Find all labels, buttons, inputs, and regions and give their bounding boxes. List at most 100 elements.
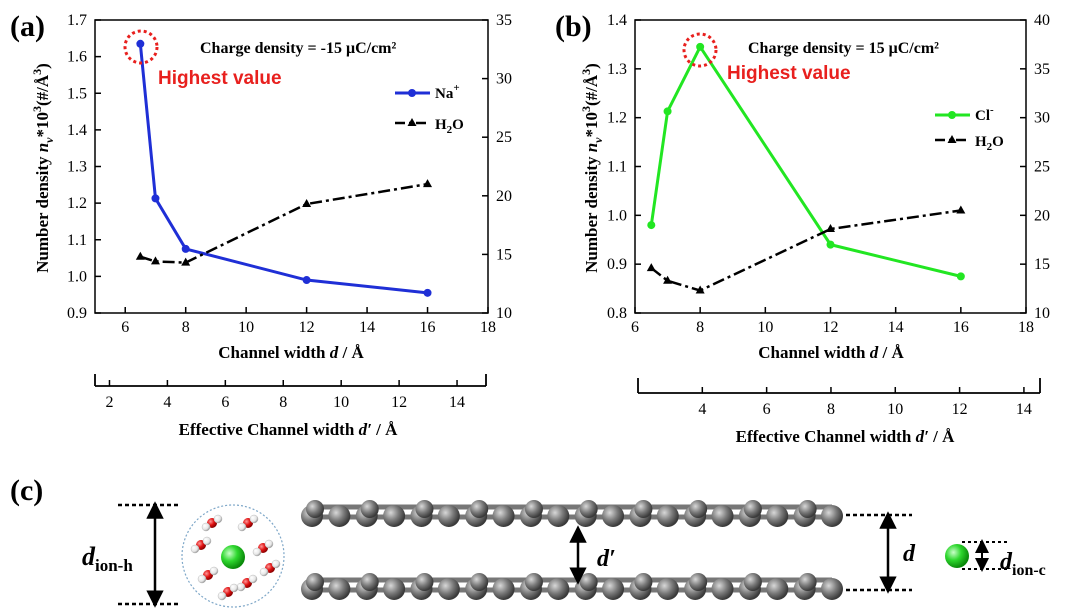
y2-tick-label: 10 [1034, 305, 1050, 322]
hydrogen-atom [213, 514, 223, 524]
carbon-atom [579, 573, 598, 591]
panel-label-a: (a) [10, 10, 45, 43]
effective-tick-label: 6 [221, 394, 229, 411]
panel-label-c: (c) [10, 474, 43, 507]
chart-a: (a) 6 8 10 12 14 16 18 0.9 1.0 1.1 1.2 1.3 1.4 1.5 1.… [10, 10, 512, 439]
x-axis-title-b: Channel width d / Å [758, 343, 904, 362]
x-tick-label: 14 [888, 319, 904, 336]
effective-tick-label: 8 [827, 401, 835, 418]
charge-density-label-b: Charge density = 15 μC/cm² [748, 40, 939, 57]
graphene-sheet-top [301, 500, 843, 527]
carbon-atom [415, 573, 434, 591]
y-tick-label: 1.6 [67, 49, 87, 66]
data-point-ion [956, 272, 965, 281]
carbon-atom [470, 500, 489, 518]
data-point-h2o [956, 205, 966, 214]
legend-marker-h2o-a [407, 118, 417, 126]
effective-tick-label: 4 [163, 394, 171, 411]
highlight-circle-a [123, 29, 159, 65]
effective-width-title-a: Effective Channel width d′ / Å [179, 420, 398, 439]
y-tick-label: 1.1 [67, 232, 87, 249]
water-molecules [190, 514, 281, 601]
highest-value-label-a: Highest value [158, 68, 282, 89]
carbon-atom [547, 505, 570, 527]
data-point-h2o [302, 199, 312, 208]
x-axis-title-a: Channel width d / Å [218, 343, 364, 362]
d-prime-label: d′ [597, 546, 616, 572]
x-ticks-b: 6 8 10 12 14 16 18 [631, 307, 1034, 336]
carbon-atom [602, 578, 625, 600]
hydrogen-atom [252, 547, 262, 557]
y2-tick-label: 20 [496, 188, 512, 205]
carbon-atom [306, 500, 324, 518]
legend-marker-na [408, 89, 416, 97]
x-tick-label: 18 [1018, 319, 1034, 336]
carbon-atom [547, 578, 570, 600]
y2-tick-label: 10 [496, 305, 512, 322]
y2-tick-label: 30 [496, 71, 512, 88]
y-tick-label: 1.3 [67, 159, 87, 176]
carbon-atom [798, 573, 817, 591]
carbon-atom [328, 505, 351, 527]
legend-label-h2o-a: H2O [435, 117, 464, 136]
carbon-atom [360, 500, 379, 518]
data-point-h2o [135, 251, 145, 260]
x-tick-label: 14 [359, 319, 375, 336]
legend-label-h2o-b: H2O [975, 134, 1004, 153]
highlight-circle-b [682, 32, 718, 68]
carbon-atom [492, 505, 515, 527]
x-tick-label: 6 [631, 319, 639, 336]
x-tick-label: 18 [480, 319, 496, 336]
y-tick-label: 1.7 [67, 12, 87, 29]
graphene-sheet-bottom [301, 573, 843, 600]
y-tick-label: 1.3 [607, 61, 627, 78]
y2-tick-label: 20 [1034, 207, 1050, 224]
y-axis-title-b: Number density nv*103(#/Å3) [579, 63, 605, 273]
carbon-atom [766, 578, 789, 600]
carbon-atom [602, 505, 625, 527]
carbon-atom [328, 578, 351, 600]
y2-tick-label: 35 [496, 12, 512, 29]
effective-tick-label: 4 [698, 401, 706, 418]
carbon-atom [634, 500, 653, 518]
y2-ticks-a: 10 15 20 25 30 35 [482, 12, 512, 322]
y2-tick-label: 35 [1034, 61, 1050, 78]
carbon-atom [711, 505, 734, 527]
data-point-ion [826, 240, 835, 249]
y-tick-label: 1.0 [67, 268, 87, 285]
chart-b: (b) 6 8 10 12 14 16 18 0.8 0.9 1.0 1.1 1.2 1.3 1.4 1… [555, 10, 1050, 446]
hydrated-ion [181, 504, 285, 608]
ion-c-label: dion-c [1000, 549, 1046, 579]
y-tick-label: 0.9 [607, 256, 627, 273]
data-point-ion [663, 107, 672, 116]
y-tick-label: 1.0 [607, 207, 627, 224]
hydrogen-atom [190, 544, 200, 554]
hydrogen-atom [209, 566, 219, 576]
hydrogen-atom [202, 536, 212, 546]
hydrogen-atom [236, 582, 246, 592]
effective-width-axis-a: 2 4 6 8 10 12 14 [94, 374, 487, 411]
y-ticks-a: 0.9 1.0 1.1 1.2 1.3 1.4 1.5 1.6 1.7 [67, 12, 101, 322]
effective-tick-label: 10 [333, 394, 349, 411]
data-point-h2o [646, 263, 656, 272]
carbon-atom [383, 505, 406, 527]
y-tick-label: 1.4 [607, 12, 627, 29]
carbon-atom [711, 578, 734, 600]
y2-tick-label: 25 [1034, 159, 1050, 176]
effective-width-title-b: Effective Channel width d′ / Å [736, 427, 955, 446]
carbon-atom [766, 505, 789, 527]
carbon-atom [656, 505, 679, 527]
series-line-h2o [650, 209, 962, 292]
y-ticks-b: 0.8 0.9 1.0 1.1 1.2 1.3 1.4 [607, 12, 641, 322]
carbon-atom [689, 573, 708, 591]
data-point-ion [302, 276, 311, 285]
effective-tick-label: 8 [279, 394, 287, 411]
carbon-atom [470, 573, 489, 591]
hydrogen-atom [259, 567, 269, 577]
x-tick-label: 12 [823, 319, 839, 336]
carbon-atom [656, 578, 679, 600]
legend-b: Cl- H2O [935, 104, 1004, 153]
y2-tick-label: 30 [1034, 110, 1050, 127]
carbon-atom [437, 578, 460, 600]
effective-tick-label: 12 [391, 394, 407, 411]
